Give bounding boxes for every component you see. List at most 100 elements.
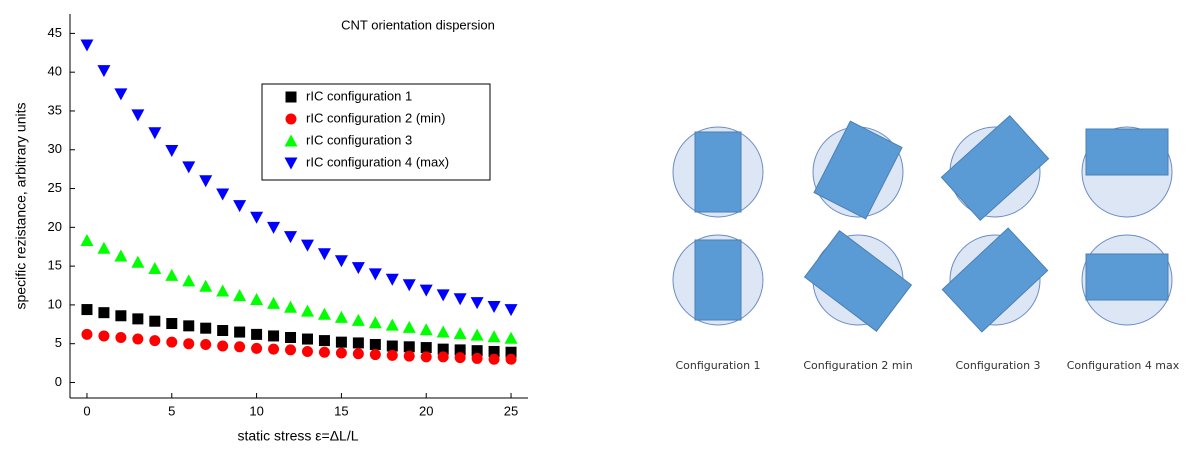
marker-square xyxy=(319,335,330,346)
marker-triangle xyxy=(505,304,518,316)
marker-circle xyxy=(98,330,109,341)
marker-circle xyxy=(319,347,330,358)
marker-square xyxy=(336,337,347,348)
marker-square xyxy=(251,329,262,340)
marker-triangle xyxy=(437,289,450,301)
marker-triangle xyxy=(199,280,212,292)
y-tick-label: 15 xyxy=(48,258,62,273)
config-label: Configuration 4 max xyxy=(1067,359,1180,372)
marker-triangle xyxy=(335,311,348,323)
marker-triangle xyxy=(284,301,297,313)
config-label: Configuration 3 xyxy=(955,359,1040,372)
marker-triangle xyxy=(80,40,93,52)
marker-circle xyxy=(183,338,194,349)
rectangle xyxy=(1086,254,1168,300)
marker-triangle xyxy=(488,301,501,313)
x-tick-label: 20 xyxy=(419,403,433,418)
marker-square xyxy=(302,334,313,345)
marker-circle xyxy=(472,353,483,364)
marker-triangle xyxy=(182,161,195,173)
marker-triangle xyxy=(318,248,331,260)
marker-triangle xyxy=(131,109,144,121)
marker-circle xyxy=(149,335,160,346)
config-label: Configuration 2 min xyxy=(803,359,912,372)
legend-marker xyxy=(286,114,297,125)
rectangle xyxy=(942,228,1047,332)
marker-triangle xyxy=(420,285,433,297)
marker-square xyxy=(115,310,126,321)
diagram: Configuration 1 Configuration 2 min Conf… xyxy=(592,0,1192,451)
marker-triangle xyxy=(267,297,280,309)
marker-triangle xyxy=(369,268,382,280)
marker-triangle xyxy=(114,250,127,262)
marker-square xyxy=(370,339,381,350)
marker-triangle xyxy=(471,329,484,341)
config-label: Configuration 1 xyxy=(675,359,760,372)
marker-square xyxy=(234,327,245,338)
marker-triangle xyxy=(233,200,246,212)
marker-square xyxy=(183,320,194,331)
marker-circle xyxy=(404,351,415,362)
marker-triangle xyxy=(454,293,467,305)
marker-circle xyxy=(421,351,432,362)
marker-triangle xyxy=(250,212,263,224)
marker-square xyxy=(200,323,211,334)
legend-label: rIC configuration 4 (max) xyxy=(306,154,449,169)
y-tick-label: 40 xyxy=(48,64,62,79)
y-axis-label: specific rezistance, arbitrary units xyxy=(13,103,29,310)
marker-circle xyxy=(438,351,449,362)
x-tick-label: 15 xyxy=(334,403,348,418)
marker-triangle xyxy=(505,332,518,344)
marker-circle xyxy=(387,350,398,361)
legend-label: rIC configuration 1 xyxy=(306,88,412,103)
marker-triangle xyxy=(403,279,416,291)
rectangle xyxy=(695,240,741,320)
chart: CNT orientation dispersion static stress… xyxy=(0,0,560,451)
marker-triangle xyxy=(97,242,110,254)
marker-triangle xyxy=(148,262,161,274)
marker-triangle xyxy=(182,274,195,286)
marker-circle xyxy=(166,337,177,348)
marker-triangle xyxy=(437,326,450,338)
marker-square xyxy=(268,330,279,341)
x-tick-label: 10 xyxy=(249,403,263,418)
marker-triangle xyxy=(199,175,212,187)
marker-circle xyxy=(506,354,517,365)
marker-square xyxy=(353,337,364,348)
marker-circle xyxy=(115,332,126,343)
y-tick-label: 30 xyxy=(48,141,62,156)
marker-circle xyxy=(302,346,313,357)
marker-square xyxy=(217,325,228,336)
legend-label: rIC configuration 2 (min) xyxy=(306,110,445,125)
marker-triangle xyxy=(335,255,348,267)
legend-label: rIC configuration 3 xyxy=(306,132,412,147)
marker-triangle xyxy=(148,127,161,139)
y-tick-label: 45 xyxy=(48,25,62,40)
marker-circle xyxy=(285,344,296,355)
marker-triangle xyxy=(352,314,365,326)
rectangle xyxy=(1086,129,1168,175)
marker-circle xyxy=(353,348,364,359)
rectangle xyxy=(695,132,741,212)
marker-triangle xyxy=(386,319,399,331)
marker-triangle xyxy=(216,284,229,296)
x-tick-label: 25 xyxy=(504,403,518,418)
marker-square xyxy=(81,304,92,315)
marker-square xyxy=(132,313,143,324)
marker-square xyxy=(285,332,296,343)
y-tick-label: 5 xyxy=(55,335,62,350)
marker-triangle xyxy=(420,323,433,335)
marker-triangle xyxy=(488,330,501,342)
marker-square xyxy=(98,307,109,318)
marker-circle xyxy=(455,352,466,363)
marker-triangle xyxy=(114,88,127,100)
marker-triangle xyxy=(284,231,297,243)
marker-triangle xyxy=(318,308,331,320)
marker-triangle xyxy=(216,188,229,200)
marker-triangle xyxy=(250,293,263,305)
page: CNT orientation dispersion static stress… xyxy=(0,0,1192,451)
marker-circle xyxy=(370,349,381,360)
marker-square xyxy=(149,316,160,327)
rectangle xyxy=(941,116,1048,221)
x-tick-label: 5 xyxy=(168,403,175,418)
